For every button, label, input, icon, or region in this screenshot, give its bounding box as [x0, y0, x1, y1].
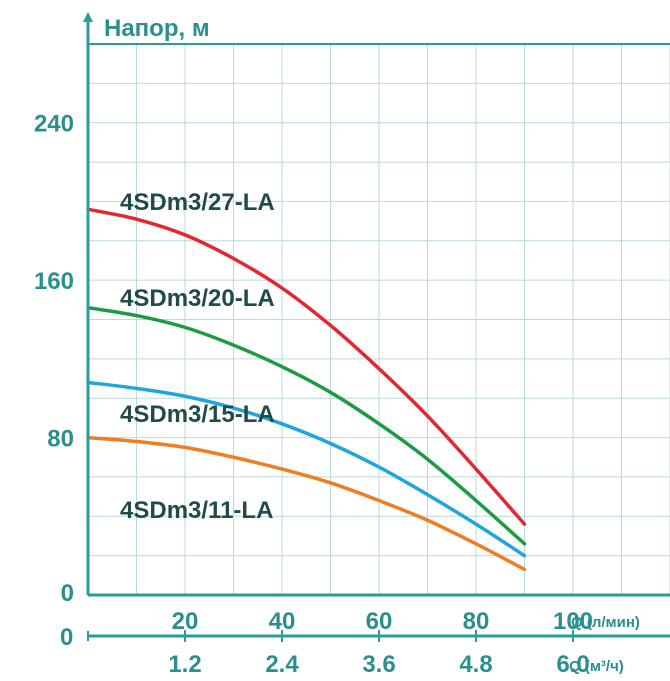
x-secondary-axis-title: Q (м³/ч)	[569, 658, 624, 675]
series-line	[86, 207, 527, 526]
x-tick-label: 80	[463, 608, 490, 635]
y-tick-label: 0	[61, 580, 74, 607]
series-line	[86, 305, 527, 546]
axes	[83, 12, 670, 642]
series-label: 4SDm3/11-LA	[120, 497, 273, 524]
y-tick-label: 240	[34, 111, 74, 138]
x-tick-label: 20	[172, 608, 199, 635]
x-tick-label: 60	[366, 608, 393, 635]
x-tick-label: 100	[553, 608, 593, 635]
y-tick-label: 160	[34, 268, 74, 295]
series-label: 4SDm3/27-LA	[120, 189, 275, 216]
series-label: 4SDm3/15-LA	[120, 401, 275, 428]
x-secondary-tick-label: 1.2	[168, 651, 201, 678]
y-tick-label: 80	[47, 426, 74, 453]
y-axis-title: Напор, м	[104, 15, 210, 42]
x-secondary-tick-label: 6.0	[556, 651, 589, 678]
x-secondary-tick-label: 3.6	[362, 651, 395, 678]
series-label: 4SDm3/20-LA	[120, 285, 275, 312]
series-curves	[86, 207, 527, 572]
y-axis-arrow-icon	[83, 12, 93, 22]
x-axis-title: Q (л/мин)	[571, 614, 640, 631]
series-line	[86, 380, 527, 558]
x-secondary-zero-label: 0	[60, 624, 73, 651]
series-line	[86, 435, 527, 572]
x-secondary-tick-label: 4.8	[459, 651, 492, 678]
x-secondary-tick-label: 2.4	[265, 651, 299, 678]
x-tick-label: 40	[269, 608, 296, 635]
